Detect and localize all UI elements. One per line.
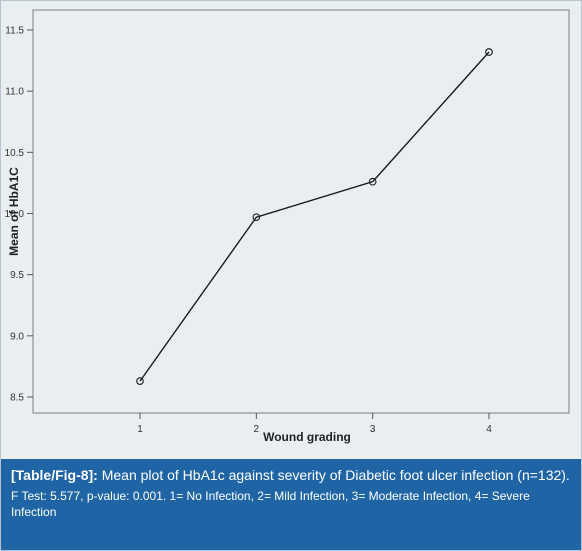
x-tick-label: 1 xyxy=(137,424,143,435)
caption-title: Mean plot of HbA1c against severity of D… xyxy=(101,467,570,483)
x-tick-label: 3 xyxy=(370,424,376,435)
plot-area xyxy=(32,9,570,414)
mean-plot-chart: 8.5 9.0 9.5 10.0 10.5 11.0 11.5 1 2 3 4 Wound gradi… xyxy=(5,9,570,444)
y-tick-label: 10.5 xyxy=(5,148,25,159)
caption-title-line: [Table/Fig-8]: Mean plot of HbA1c agains… xyxy=(11,466,571,484)
data-point xyxy=(368,177,377,186)
y-tick-label: 9.0 xyxy=(10,331,24,342)
y-tick-label: 11.5 xyxy=(5,26,24,37)
plot-panel: 8.5 9.0 9.5 10.0 10.5 11.0 11.5 1 2 3 4 Wound gradi… xyxy=(1,1,581,459)
x-axis-label: Wound grading xyxy=(263,430,351,444)
y-tick-label: 10.0 xyxy=(5,209,25,220)
series-line xyxy=(139,51,490,382)
y-tick-label: 11.0 xyxy=(5,87,24,98)
data-point xyxy=(252,213,261,222)
caption-figure-ref: [Table/Fig-8]: xyxy=(11,467,98,483)
y-axis-label: Mean of HbA1C xyxy=(7,167,21,256)
data-point xyxy=(485,48,493,56)
data-point xyxy=(136,377,144,385)
y-tick-label: 8.5 xyxy=(10,393,24,404)
figure-caption: [Table/Fig-8]: Mean plot of HbA1c agains… xyxy=(1,459,581,550)
y-tick-label: 9.5 xyxy=(10,270,24,281)
x-tick-label: 4 xyxy=(486,424,492,435)
caption-note: F Test: 5.577, p-value: 0.001. 1= No Inf… xyxy=(11,489,530,519)
x-tick-label: 2 xyxy=(254,424,260,435)
